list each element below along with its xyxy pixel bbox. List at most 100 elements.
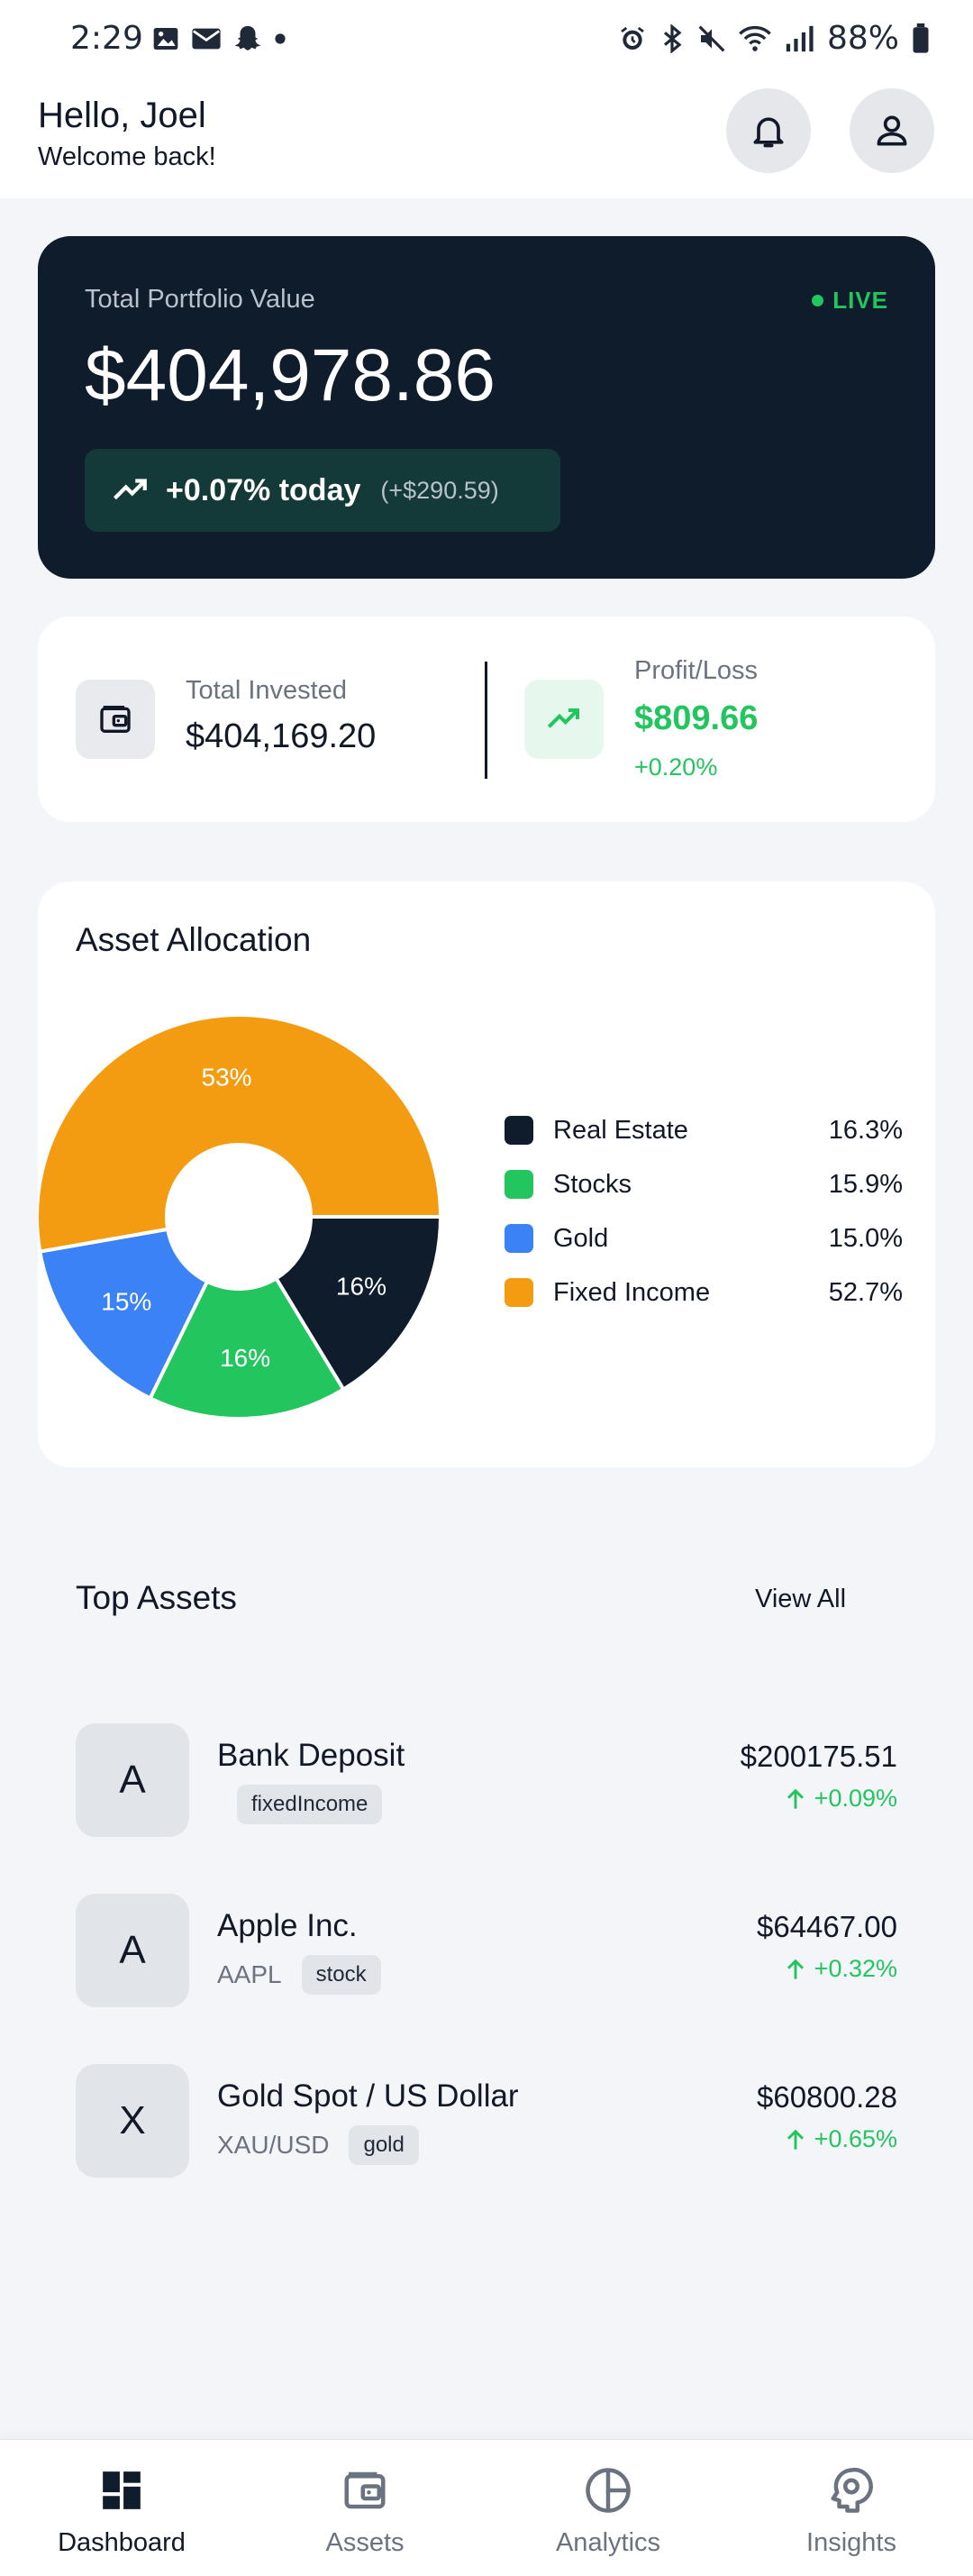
asset-name: Apple Inc. xyxy=(217,1908,358,1943)
asset-price: $60800.28 xyxy=(757,2080,897,2114)
asset-symbol: AAPL xyxy=(217,1960,282,1988)
daily-change-amount: (+$290.59) xyxy=(380,476,499,504)
total-invested-value: $404,169.20 xyxy=(186,717,377,755)
legend-value: 15.0% xyxy=(828,1223,903,1253)
live-dot-icon xyxy=(812,295,824,306)
pie-chart-icon xyxy=(586,2468,631,2513)
pie-slice-label: 53% xyxy=(202,1064,252,1092)
asset-row-apple[interactable]: A Apple Inc. AAPL stock $64467.00 +0.32% xyxy=(76,1894,897,2007)
asset-avatar: A xyxy=(76,1894,189,2007)
legend-label: Gold xyxy=(553,1223,609,1253)
asset-meta: fixedIncome xyxy=(217,1785,383,1824)
legend-item-real-estate: Real Estate 16.3% xyxy=(505,1114,903,1146)
asset-change: +0.09% xyxy=(786,1785,897,1813)
nav-label: Dashboard xyxy=(58,2528,186,2557)
image-notification-icon xyxy=(153,28,178,50)
portfolio-value: $404,978.86 xyxy=(85,334,496,416)
asset-change: +0.65% xyxy=(786,2125,897,2153)
notification-icons xyxy=(151,23,286,54)
asset-change: +0.32% xyxy=(786,1955,897,1983)
daily-change-percent: +0.07% today xyxy=(166,472,361,507)
brain-icon xyxy=(831,2467,873,2513)
bluetooth-icon xyxy=(663,23,682,53)
legend-item-gold: Gold 15.0% xyxy=(505,1222,903,1255)
arrow-up-icon xyxy=(787,1788,804,1809)
total-invested-label: Total Invested xyxy=(186,676,347,705)
bottom-navigation: Dashboard Assets Analytics Insights xyxy=(0,2439,973,2576)
legend-label: Real Estate xyxy=(553,1115,688,1145)
more-notifications-icon xyxy=(275,33,286,44)
status-bar: 2:29 88% xyxy=(0,0,973,81)
legend-swatch xyxy=(505,1224,533,1253)
legend-value: 15.9% xyxy=(828,1169,903,1199)
trending-up-icon xyxy=(114,479,147,500)
nav-label: Assets xyxy=(325,2528,405,2557)
user-icon xyxy=(877,115,907,146)
nav-analytics[interactable]: Analytics xyxy=(486,2440,730,2576)
wallet-icon xyxy=(344,2471,386,2509)
pie-slice-stocks xyxy=(148,1275,346,1420)
live-badge: LIVE xyxy=(812,287,888,315)
legend-swatch xyxy=(505,1116,533,1145)
status-time: 2:29 xyxy=(70,20,143,57)
asset-name: Gold Spot / US Dollar xyxy=(217,2078,519,2114)
nav-label: Analytics xyxy=(555,2528,661,2557)
battery-percent: 88% xyxy=(826,20,899,57)
asset-change-value: +0.32% xyxy=(814,1955,897,1982)
alarm-icon xyxy=(621,26,644,50)
asset-meta: XAU/USD gold xyxy=(217,2125,419,2165)
battery-icon xyxy=(913,23,929,53)
daily-change-badge: +0.07% today (+$290.59) xyxy=(85,449,560,532)
legend-item-fixed-income: Fixed Income 52.7% xyxy=(505,1276,903,1309)
asset-change-value: +0.09% xyxy=(814,1785,897,1812)
pie-slice-real-estate xyxy=(273,1215,443,1393)
notifications-button[interactable] xyxy=(726,88,811,173)
pie-slice-label: 16% xyxy=(220,1344,270,1372)
asset-row-bank-deposit[interactable]: A Bank Deposit fixedIncome $200175.51 +0… xyxy=(76,1723,897,1837)
legend-value: 52.7% xyxy=(828,1277,903,1307)
profile-button[interactable] xyxy=(850,88,934,173)
asset-avatar: X xyxy=(76,2064,189,2178)
invested-summary-card: Total Invested $404,169.20 Profit/Loss $… xyxy=(38,617,935,822)
wifi-icon xyxy=(739,25,771,51)
nav-assets[interactable]: Assets xyxy=(243,2440,486,2576)
mail-notification-icon xyxy=(192,28,221,50)
portfolio-value-card: Total Portfolio Value LIVE $404,978.86 +… xyxy=(38,236,935,579)
asset-type-badge: fixedIncome xyxy=(237,1785,383,1824)
wallet-icon-box xyxy=(76,680,155,759)
allocation-title: Asset Allocation xyxy=(76,921,312,958)
asset-name: Bank Deposit xyxy=(217,1738,405,1773)
asset-avatar: A xyxy=(76,1723,189,1837)
nav-label: Insights xyxy=(806,2528,896,2557)
signal-icon xyxy=(786,25,814,51)
card-divider xyxy=(485,662,487,779)
asset-meta: AAPL stock xyxy=(217,1955,381,1995)
pie-slice-gold xyxy=(38,1227,210,1401)
wallet-icon xyxy=(100,706,131,733)
asset-type-badge: gold xyxy=(349,2125,419,2165)
profit-loss-value: $809.66 xyxy=(634,699,759,737)
trending-up-icon xyxy=(547,708,579,728)
legend-swatch xyxy=(505,1170,533,1199)
profit-icon-box xyxy=(524,680,604,759)
asset-type-badge: stock xyxy=(301,1955,381,1995)
profit-loss-label: Profit/Loss xyxy=(634,656,758,685)
nav-insights[interactable]: Insights xyxy=(730,2440,973,2576)
asset-row-gold-spot[interactable]: X Gold Spot / US Dollar XAU/USD gold $60… xyxy=(76,2064,897,2178)
arrow-up-icon xyxy=(787,2129,804,2150)
legend-item-stocks: Stocks 15.9% xyxy=(505,1168,903,1201)
legend-swatch xyxy=(505,1278,533,1307)
asset-change-value: +0.65% xyxy=(814,2125,897,2152)
live-label: LIVE xyxy=(832,287,888,314)
system-icons: 88% xyxy=(618,20,930,57)
nav-dashboard[interactable]: Dashboard xyxy=(0,2440,243,2576)
view-all-link[interactable]: View All xyxy=(755,1585,847,1613)
pie-slice-fixed-income xyxy=(38,1013,443,1254)
greeting: Hello, Joel xyxy=(38,96,206,135)
top-assets-title: Top Assets xyxy=(76,1579,237,1616)
bell-icon xyxy=(753,117,784,148)
asset-price: $200175.51 xyxy=(740,1740,897,1773)
legend-label: Fixed Income xyxy=(553,1277,711,1307)
asset-allocation-card: Asset Allocation 16% 16% 15% 53% Real Estat… xyxy=(38,882,935,1467)
arrow-up-icon xyxy=(787,1959,804,1979)
